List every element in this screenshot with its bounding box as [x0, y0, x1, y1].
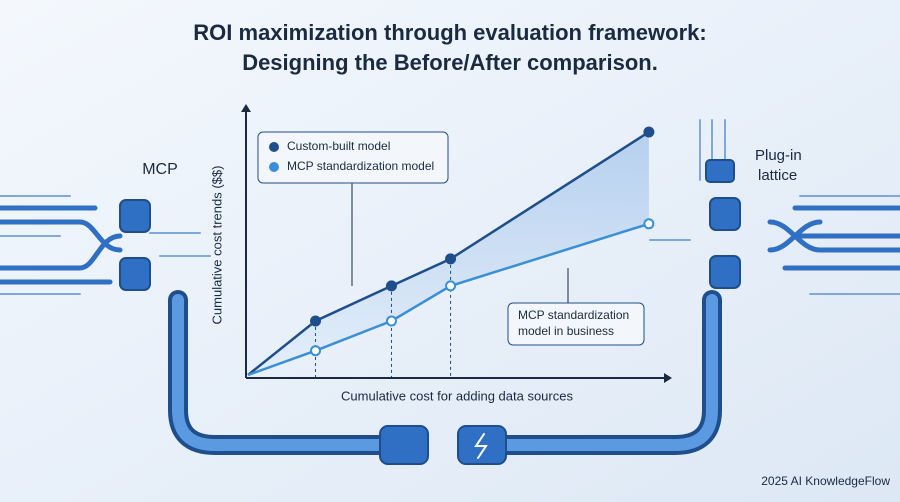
y-axis-arrow — [241, 104, 251, 112]
legend-label: MCP standardization model — [287, 159, 434, 173]
annotation: model in business — [518, 324, 614, 338]
title: ROI maximization through evaluation fram… — [193, 20, 706, 45]
point — [385, 315, 397, 327]
right-label: lattice — [758, 167, 797, 184]
point — [310, 345, 322, 357]
point — [445, 280, 457, 292]
point — [445, 253, 457, 265]
point — [385, 280, 397, 292]
legend-swatch — [269, 142, 279, 152]
y-axis-label: Cumulative cost trends ($$) — [209, 166, 224, 325]
plot — [247, 126, 655, 378]
point — [643, 218, 655, 230]
x-axis-arrow — [664, 373, 672, 383]
point — [643, 126, 655, 138]
legend — [257, 131, 449, 184]
annotation-box — [507, 302, 645, 346]
legend-label: Custom-built model — [287, 139, 390, 153]
annotation: MCP standardization — [518, 308, 629, 322]
footer: 2025 AI KnowledgeFlow — [761, 474, 890, 488]
left-label: MCP — [142, 161, 178, 178]
shaded-gap — [248, 132, 649, 375]
x-axis-label: Cumulative cost for adding data sources — [341, 388, 573, 403]
subtitle: Designing the Before/After comparison. — [242, 50, 658, 75]
point — [310, 315, 322, 327]
legend-swatch — [269, 162, 279, 172]
decoration-cables — [0, 119, 900, 465]
right-label: Plug-in — [755, 147, 802, 164]
